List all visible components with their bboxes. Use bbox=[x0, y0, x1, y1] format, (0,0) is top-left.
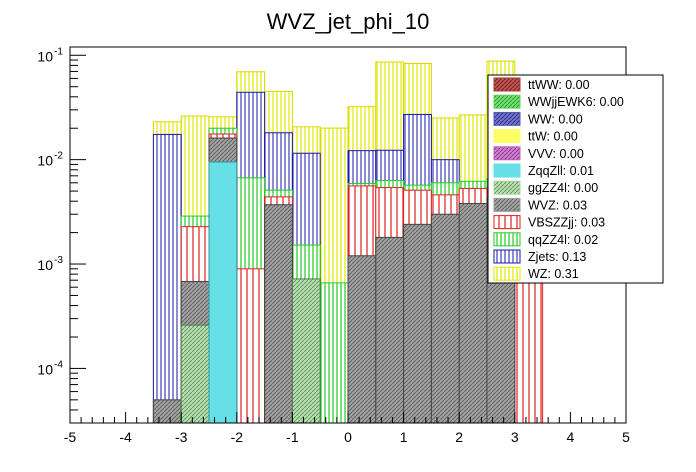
x-tick-label: -4 bbox=[119, 429, 132, 445]
x-tick-label: 2 bbox=[455, 429, 463, 445]
legend-label-ggzz4l: ggZZ4l: 0.00 bbox=[528, 181, 598, 195]
y-tick-label: 10 bbox=[37, 361, 53, 377]
x-tick-label: -3 bbox=[175, 429, 188, 445]
bar-zqqzll-bin-2 bbox=[208, 161, 238, 424]
legend-swatch-wvz bbox=[493, 197, 521, 212]
legend-swatch-wwjjewk6 bbox=[493, 94, 521, 109]
x-tick-label: 1 bbox=[400, 429, 408, 445]
legend-swatch-wz bbox=[493, 266, 521, 281]
legend-swatch-ttww bbox=[493, 77, 521, 92]
y-tick-exponent: -2 bbox=[54, 151, 63, 162]
bar-wvz-bin-9 bbox=[403, 223, 432, 424]
bar-wvz-bin-0 bbox=[152, 399, 182, 424]
bar-wvz-bin-10 bbox=[430, 213, 460, 424]
bar-ggzz4l-bin-1 bbox=[180, 324, 210, 424]
bar-wvz-bin-8 bbox=[375, 236, 405, 424]
x-tick-label: 3 bbox=[511, 429, 519, 445]
legend-label-wwjjewk6: WWjjEWK6: 0.00 bbox=[528, 95, 624, 109]
x-tick-label: -1 bbox=[286, 429, 299, 445]
legend-swatch-ww bbox=[493, 111, 521, 126]
legend-label-ww: WW: 0.00 bbox=[528, 112, 583, 126]
legend-label-wvz: WVZ: 0.03 bbox=[528, 198, 587, 212]
legend-label-zqqzll: ZqqZll: 0.01 bbox=[528, 164, 594, 178]
x-tick-label: 5 bbox=[622, 429, 630, 445]
legend-swatch-vvv bbox=[493, 146, 521, 161]
chart-title: WVZ_jet_phi_10 bbox=[267, 9, 430, 34]
legend-box bbox=[487, 74, 664, 284]
y-tick-label: 10 bbox=[37, 257, 53, 273]
legend-swatch-ggzz4l bbox=[493, 180, 521, 195]
bar-vbszzjj-bin-3 bbox=[236, 268, 266, 424]
legend-swatch-zqqzll bbox=[493, 163, 521, 178]
legend-label-vbszzjj: VBSZZjj: 0.03 bbox=[528, 216, 605, 230]
bar-zjets-bin-0 bbox=[152, 133, 182, 424]
y-tick-exponent: -4 bbox=[54, 359, 63, 370]
bar-wvz-bin-4 bbox=[264, 204, 293, 424]
bar-wvz-bin-11 bbox=[458, 203, 488, 424]
y-tick-exponent: -3 bbox=[54, 255, 63, 266]
legend-swatch-vbszzjj bbox=[493, 215, 521, 230]
bar-qqzz4l-bin-6 bbox=[319, 282, 349, 424]
legend-label-ttw: ttW: 0.00 bbox=[528, 130, 578, 144]
legend-swatch-qqzz4l bbox=[493, 232, 521, 247]
y-tick-exponent: -1 bbox=[54, 46, 63, 57]
legend-swatch-ttw bbox=[493, 129, 521, 144]
legend-swatch-zjets bbox=[493, 249, 521, 264]
x-axis: -5 -4 -3 -2 -1 0 1 2 3 4 5 bbox=[64, 412, 630, 445]
x-tick-label: -5 bbox=[64, 429, 77, 445]
legend: ttWW: 0.00 WWjjEWK6: 0.00 WW: 0.00 ttW: 0.0… bbox=[487, 74, 664, 284]
bar-wvz-bin-7 bbox=[347, 255, 377, 424]
y-tick-label: 10 bbox=[37, 153, 53, 169]
legend-label-zjets: Zjets: 0.13 bbox=[528, 250, 586, 264]
legend-label-wz: WZ: 0.31 bbox=[528, 267, 579, 281]
legend-label-qqzz4l: qqZZ4l: 0.02 bbox=[528, 233, 598, 247]
y-tick-label: 10 bbox=[37, 48, 53, 64]
x-tick-label: 4 bbox=[567, 429, 575, 445]
legend-label-ttww: ttWW: 0.00 bbox=[528, 78, 590, 92]
bar-ggzz4l-bin-5 bbox=[291, 278, 321, 424]
x-tick-label: 0 bbox=[344, 429, 352, 445]
x-tick-label: -2 bbox=[231, 429, 244, 445]
histogram-bars bbox=[152, 60, 544, 424]
legend-label-vvv: VVV: 0.00 bbox=[528, 147, 584, 161]
y-axis: 10-110-210-310-4 bbox=[37, 46, 86, 424]
